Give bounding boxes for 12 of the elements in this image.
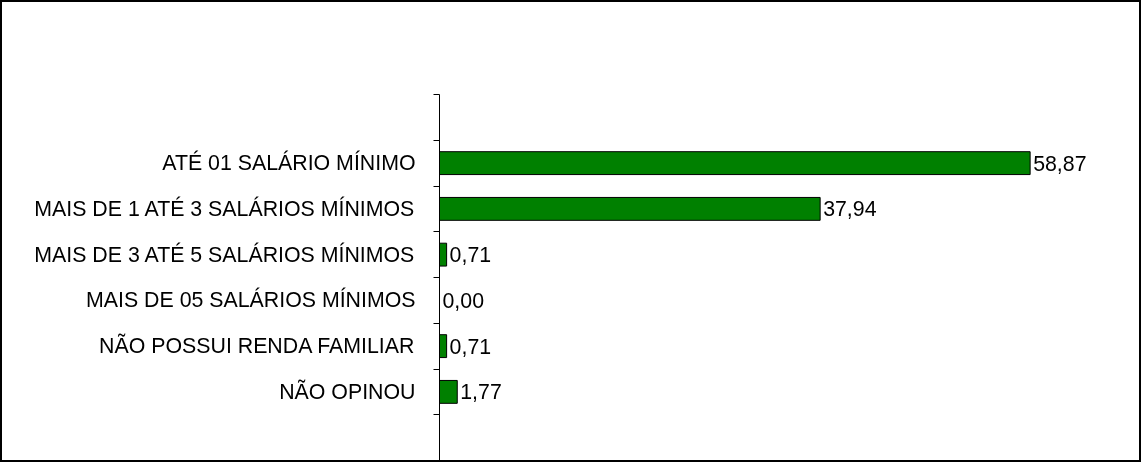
data-label: 1,77 — [460, 380, 502, 405]
data-label: 0,71 — [449, 334, 492, 359]
data-label: 0,71 — [449, 243, 492, 268]
y-tick-label: NÃO POSSUI RENDA FAMILIAR — [99, 333, 415, 359]
y-tick-label: MAIS DE 3 ATÉ 5 SALÁRIOS MÍNIMOS — [34, 241, 415, 267]
y-tick-label: MAIS DE 05 SALÁRIOS MÍNIMOS — [86, 287, 416, 313]
data-label: 37,94 — [823, 197, 877, 222]
y-tick-label: ATÉ 01 SALÁRIO MÍNIMO — [162, 150, 416, 176]
data-label: 58,87 — [1033, 151, 1087, 176]
y-tick-label: MAIS DE 1 ATÉ 3 SALÁRIOS MÍNIMOS — [34, 195, 415, 221]
data-label: 0,00 — [442, 288, 485, 313]
y-tick-label: NÃO OPINOU — [279, 378, 416, 404]
